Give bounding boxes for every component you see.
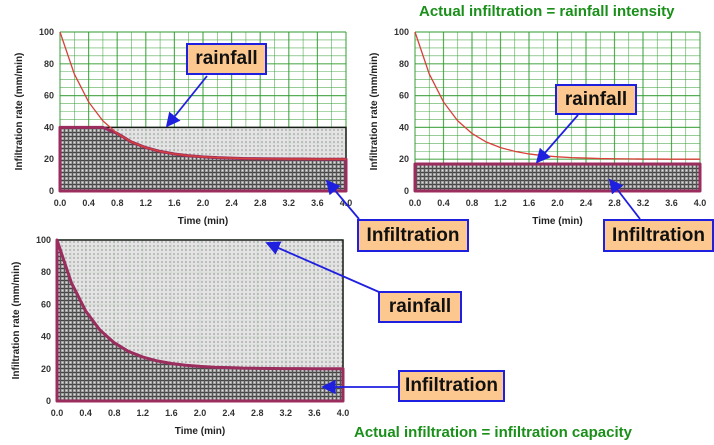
x-tick-label: 0.4 bbox=[437, 198, 450, 208]
y-tick-label: 20 bbox=[41, 364, 51, 374]
x-tick-label: 1.6 bbox=[168, 198, 181, 208]
x-tick-label: 1.2 bbox=[140, 198, 153, 208]
y-axis-label: Infiltration rate (mm/min) bbox=[369, 53, 380, 171]
y-tick-label: 0 bbox=[46, 396, 51, 406]
infiltration-region bbox=[55, 238, 345, 403]
y-tick-label: 40 bbox=[44, 122, 54, 132]
y-tick-label: 60 bbox=[44, 91, 54, 101]
x-tick-label: 4.0 bbox=[337, 408, 350, 418]
y-tick-label: 80 bbox=[44, 59, 54, 69]
x-tick-label: 0.0 bbox=[409, 198, 422, 208]
y-tick-label: 40 bbox=[41, 332, 51, 342]
x-tick-label: 0.8 bbox=[466, 198, 479, 208]
x-tick-label: 2.8 bbox=[608, 198, 621, 208]
x-tick-label: 2.8 bbox=[251, 408, 264, 418]
x-tick-label: 2.0 bbox=[197, 198, 210, 208]
x-tick-label: 2.4 bbox=[580, 198, 593, 208]
callout-arrow bbox=[165, 75, 208, 128]
y-axis-label: Infiltration rate (mm/min) bbox=[14, 53, 25, 171]
x-tick-label: 1.6 bbox=[165, 408, 178, 418]
x-tick-label: 3.2 bbox=[637, 198, 650, 208]
infiltration-region bbox=[413, 162, 702, 193]
x-tick-label: 2.8 bbox=[254, 198, 267, 208]
x-tick-label: 3.2 bbox=[283, 198, 296, 208]
x-tick-label: 0.8 bbox=[111, 198, 124, 208]
x-axis-label: Time (min) bbox=[178, 216, 228, 227]
callout-arrow bbox=[265, 241, 380, 293]
x-tick-label: 4.0 bbox=[694, 198, 707, 208]
infiltration-capacity-curve bbox=[414, 31, 700, 160]
callout-infiltration-2: Infiltration bbox=[603, 219, 714, 252]
x-tick-label: 2.4 bbox=[222, 408, 235, 418]
x-tick-label: 3.2 bbox=[280, 408, 293, 418]
chart-3: 0.0 0.4 0.8 1.2 1.6 2.0 2.4 2.8 3.2 3.6 4.0 0 20 40 60… bbox=[11, 235, 349, 437]
x-tick-label: 3.6 bbox=[311, 198, 324, 208]
y-tick-label: 40 bbox=[399, 122, 409, 132]
callout-arrow bbox=[535, 114, 579, 164]
y-tick-label: 20 bbox=[399, 154, 409, 164]
y-tick-label: 20 bbox=[44, 154, 54, 164]
y-tick-label: 80 bbox=[41, 267, 51, 277]
callout-arrow bbox=[608, 178, 641, 220]
x-tick-label: 0.0 bbox=[54, 198, 67, 208]
x-tick-label: 2.0 bbox=[551, 198, 564, 208]
y-tick-label: 60 bbox=[399, 91, 409, 101]
callout-arrow bbox=[325, 179, 360, 220]
x-tick-label: 0.0 bbox=[51, 408, 64, 418]
y-tick-label: 0 bbox=[49, 186, 54, 196]
callout-rainfall-3: rainfall bbox=[378, 291, 462, 323]
x-tick-label: 2.4 bbox=[225, 198, 238, 208]
y-tick-label: 80 bbox=[399, 59, 409, 69]
infiltration-capacity-curve bbox=[59, 31, 346, 160]
y-tick-label: 60 bbox=[41, 299, 51, 309]
x-axis-label: Time (min) bbox=[532, 216, 582, 227]
y-tick-label: 100 bbox=[394, 27, 409, 37]
x-tick-label: 1.2 bbox=[494, 198, 507, 208]
chart-1: 0.00.40.81.21.62.02.42.83.23.64.00204060… bbox=[14, 27, 352, 227]
chart-2: 0.0 0.4 0.8 1.2 1.6 2.0 2.4 2.8 3.2 3.6 4.0 0 20 40 60… bbox=[369, 27, 706, 227]
x-tick-label: 0.4 bbox=[79, 408, 92, 418]
x-tick-label: 3.6 bbox=[308, 408, 321, 418]
y-axis-label: Infiltration rate (mm/min) bbox=[11, 262, 22, 380]
x-tick-label: 3.6 bbox=[665, 198, 678, 208]
y-tick-label: 100 bbox=[39, 27, 54, 37]
x-tick-label: 0.8 bbox=[108, 408, 121, 418]
callout-infiltration-3: Infiltration bbox=[398, 370, 505, 402]
x-tick-label: 0.4 bbox=[82, 198, 95, 208]
callout-rainfall-2: rainfall bbox=[555, 84, 637, 115]
callout-infiltration-1: Infiltration bbox=[357, 219, 469, 252]
y-tick-label: 0 bbox=[404, 186, 409, 196]
y-tick-label: 100 bbox=[36, 235, 51, 245]
x-tick-label: 1.6 bbox=[523, 198, 536, 208]
callout-rainfall-1: rainfall bbox=[186, 43, 267, 75]
caption-infiltration-capacity: Actual infiltration = infiltration capac… bbox=[354, 424, 632, 441]
caption-rainfall-intensity: Actual infiltration = rainfall intensity bbox=[419, 3, 675, 20]
x-tick-label: 2.0 bbox=[194, 408, 207, 418]
x-axis-label: Time (min) bbox=[175, 426, 225, 437]
x-tick-label: 1.2 bbox=[137, 408, 150, 418]
